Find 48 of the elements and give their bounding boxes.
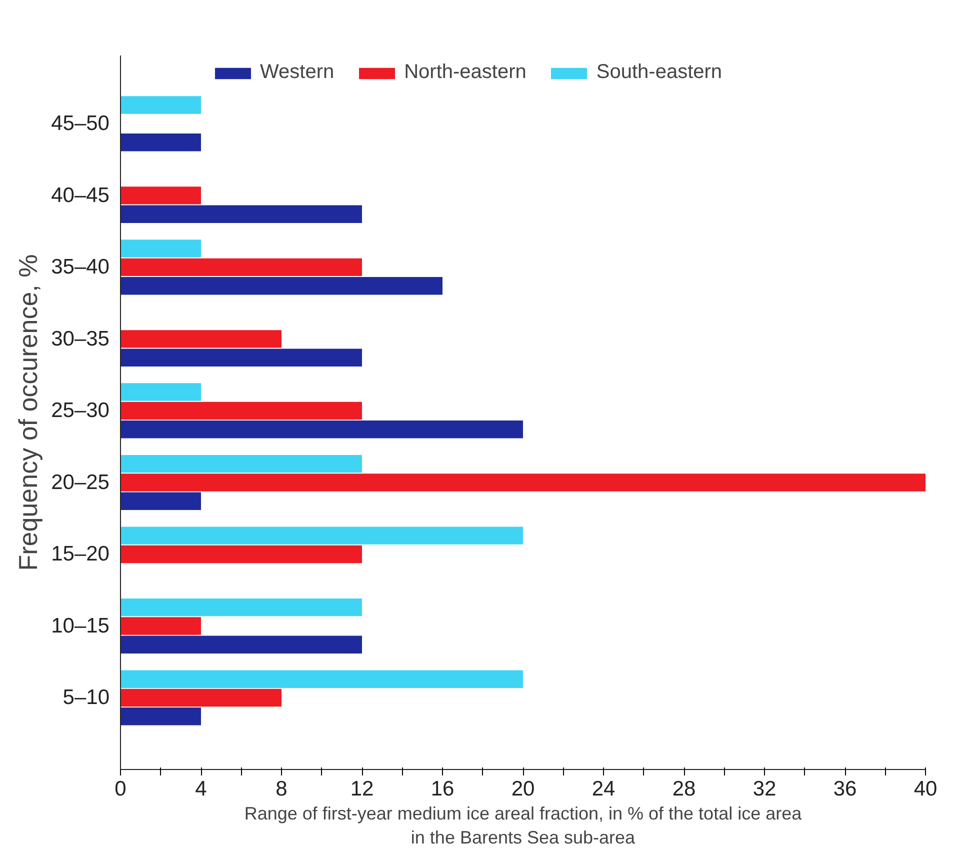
bar xyxy=(120,240,201,258)
bar xyxy=(120,330,282,348)
x-tick-label: 8 xyxy=(276,778,288,800)
bar xyxy=(120,670,523,688)
legend-label: North-eastern xyxy=(404,61,526,84)
x-tick-label: 12 xyxy=(350,778,374,800)
y-tick-label: 20–25 xyxy=(51,470,110,494)
bar xyxy=(120,96,201,114)
y-axis-title: Frequency of occurence, % xyxy=(13,254,44,571)
x-axis-title: Range of first-year medium ice areal fraction, in % of the total ice area in the Barents Sea sub-area xyxy=(244,804,803,848)
x-tick-label: 20 xyxy=(511,778,535,800)
bar xyxy=(120,383,201,401)
x-tick-label: 0 xyxy=(114,778,126,800)
bar xyxy=(120,545,362,564)
x-tick-label: 28 xyxy=(672,778,696,800)
bar xyxy=(120,617,201,635)
bar xyxy=(120,708,201,726)
x-tick-label: 16 xyxy=(430,778,454,800)
bar xyxy=(120,402,362,420)
bar xyxy=(120,133,201,152)
legend-label: Western xyxy=(260,61,334,84)
bar xyxy=(120,420,523,438)
y-tick-label: 30–35 xyxy=(51,327,110,350)
bar xyxy=(120,205,362,223)
bar xyxy=(120,526,523,544)
y-tick-label: 15–20 xyxy=(51,542,110,566)
y-tick-label: 25–30 xyxy=(51,399,110,422)
bar xyxy=(120,186,201,204)
bar xyxy=(120,474,926,492)
bar xyxy=(120,598,362,616)
legend-label: South-eastern xyxy=(596,61,722,84)
x-tick-label: 32 xyxy=(752,778,776,800)
bar xyxy=(120,454,362,473)
bar xyxy=(120,276,442,295)
x-tick-label: 24 xyxy=(592,778,616,800)
y-tick-label: 45–50 xyxy=(51,112,110,136)
y-tick-label: 40–45 xyxy=(51,184,110,207)
y-tick-label: 5–10 xyxy=(62,686,110,710)
y-tick-label: 10–15 xyxy=(51,614,110,638)
bar xyxy=(120,258,362,276)
bar xyxy=(120,636,362,654)
bar xyxy=(120,688,282,707)
bar xyxy=(120,348,362,366)
x-tick-label: 40 xyxy=(914,778,938,800)
x-tick-label: 4 xyxy=(195,778,208,800)
x-tick-label: 36 xyxy=(833,778,857,800)
bar xyxy=(120,492,201,510)
y-tick-label: 35–40 xyxy=(51,256,110,279)
